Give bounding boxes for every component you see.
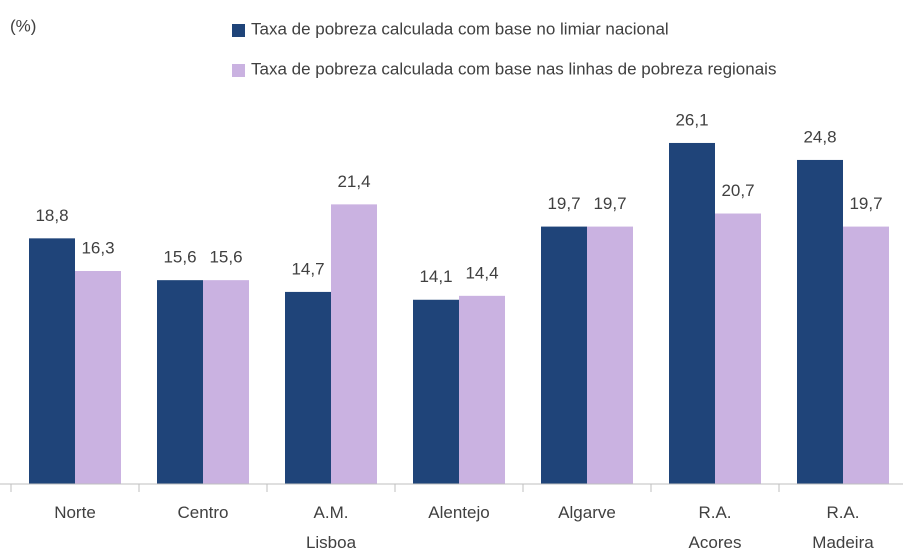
legend-swatch (232, 64, 245, 77)
x-tick-label: Algarve (558, 503, 616, 522)
x-tick-label: Norte (54, 503, 96, 522)
bar (75, 271, 121, 484)
data-label: 15,6 (163, 248, 196, 267)
bar (29, 238, 75, 484)
unit-label: (%) (10, 16, 36, 35)
bar (669, 142, 715, 484)
legend-label: Taxa de pobreza calculada com base nas l… (251, 59, 776, 78)
data-label: 19,7 (593, 194, 626, 213)
data-label: 20,7 (721, 181, 754, 200)
x-tick-label: A.M. Lisboa (306, 503, 357, 550)
bar (843, 226, 889, 484)
data-label: 21,4 (337, 172, 370, 191)
bar (203, 280, 249, 484)
x-tick-label: R.A. Madeira (812, 503, 874, 550)
bar (459, 295, 505, 484)
data-label: 14,1 (419, 267, 452, 286)
x-tick-label: Alentejo (428, 503, 489, 522)
data-label: 14,7 (291, 259, 324, 278)
data-label: 24,8 (803, 127, 836, 146)
data-label: 26,1 (675, 110, 708, 129)
data-label: 16,3 (81, 238, 114, 257)
legend-label: Taxa de pobreza calculada com base no li… (251, 19, 669, 38)
bar (331, 204, 377, 484)
data-label: 15,6 (209, 248, 242, 267)
legend-swatch (232, 24, 245, 37)
x-tick-label: R.A. Acores (689, 503, 742, 550)
data-label: 19,7 (547, 194, 580, 213)
data-label: 14,4 (465, 263, 498, 282)
data-label: 19,7 (849, 194, 882, 213)
bar (157, 280, 203, 484)
data-label: 18,8 (35, 206, 68, 225)
bar (285, 291, 331, 484)
bar (587, 226, 633, 484)
bar (541, 226, 587, 484)
bar (715, 213, 761, 484)
x-tick-label: Centro (177, 503, 228, 522)
bar (797, 159, 843, 485)
bar (413, 299, 459, 484)
